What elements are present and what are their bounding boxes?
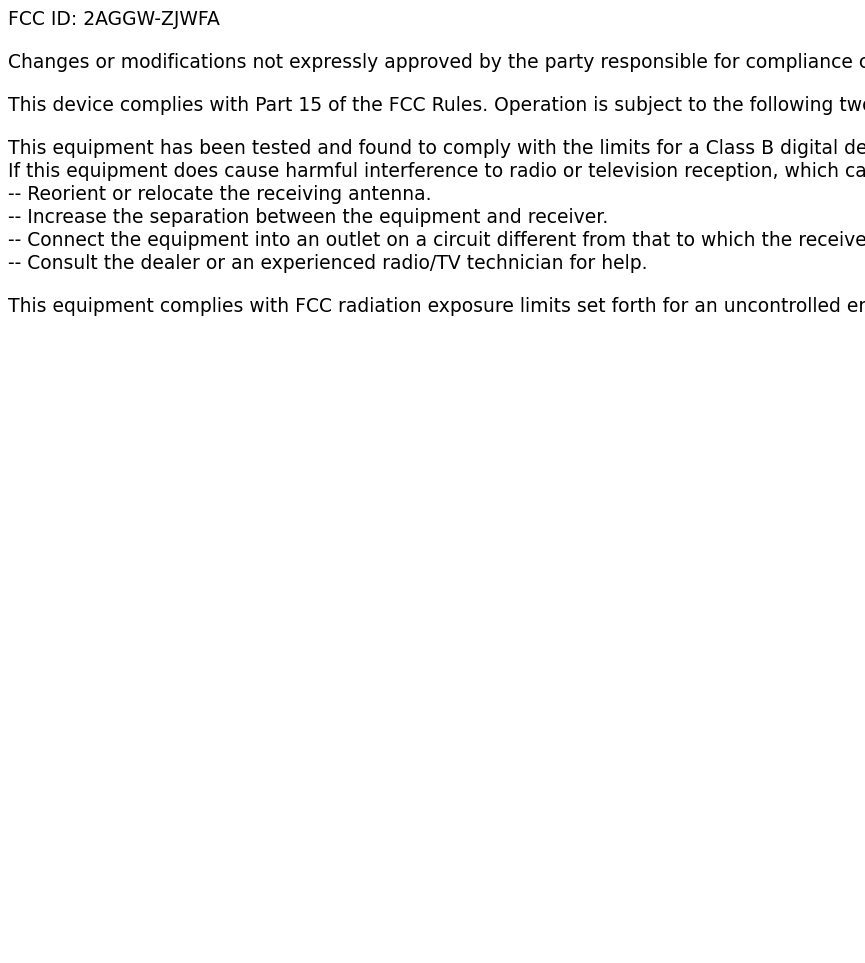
Text: -- Increase the separation between the equipment and receiver.: -- Increase the separation between the e…	[8, 208, 608, 227]
Text: -- Consult the dealer or an experienced radio/TV technician for help.: -- Consult the dealer or an experienced …	[8, 254, 648, 273]
Text: This equipment complies with FCC radiation exposure limits set forth for an unco: This equipment complies with FCC radiati…	[8, 297, 865, 316]
Text: This equipment has been tested and found to comply with the limits for a Class B: This equipment has been tested and found…	[8, 139, 865, 158]
Text: FCC ID: 2AGGW-ZJWFA: FCC ID: 2AGGW-ZJWFA	[8, 10, 220, 29]
Text: -- Connect the equipment into an outlet on a circuit different from that to whic: -- Connect the equipment into an outlet …	[8, 231, 865, 250]
Text: Changes or modifications not expressly approved by the party responsible for com: Changes or modifications not expressly a…	[8, 53, 865, 72]
Text: This device complies with Part 15 of the FCC Rules. Operation is subject to the : This device complies with Part 15 of the…	[8, 96, 865, 115]
Text: -- Reorient or relocate the receiving antenna.: -- Reorient or relocate the receiving an…	[8, 185, 432, 204]
Text: If this equipment does cause harmful interference to radio or television recepti: If this equipment does cause harmful int…	[8, 162, 865, 181]
